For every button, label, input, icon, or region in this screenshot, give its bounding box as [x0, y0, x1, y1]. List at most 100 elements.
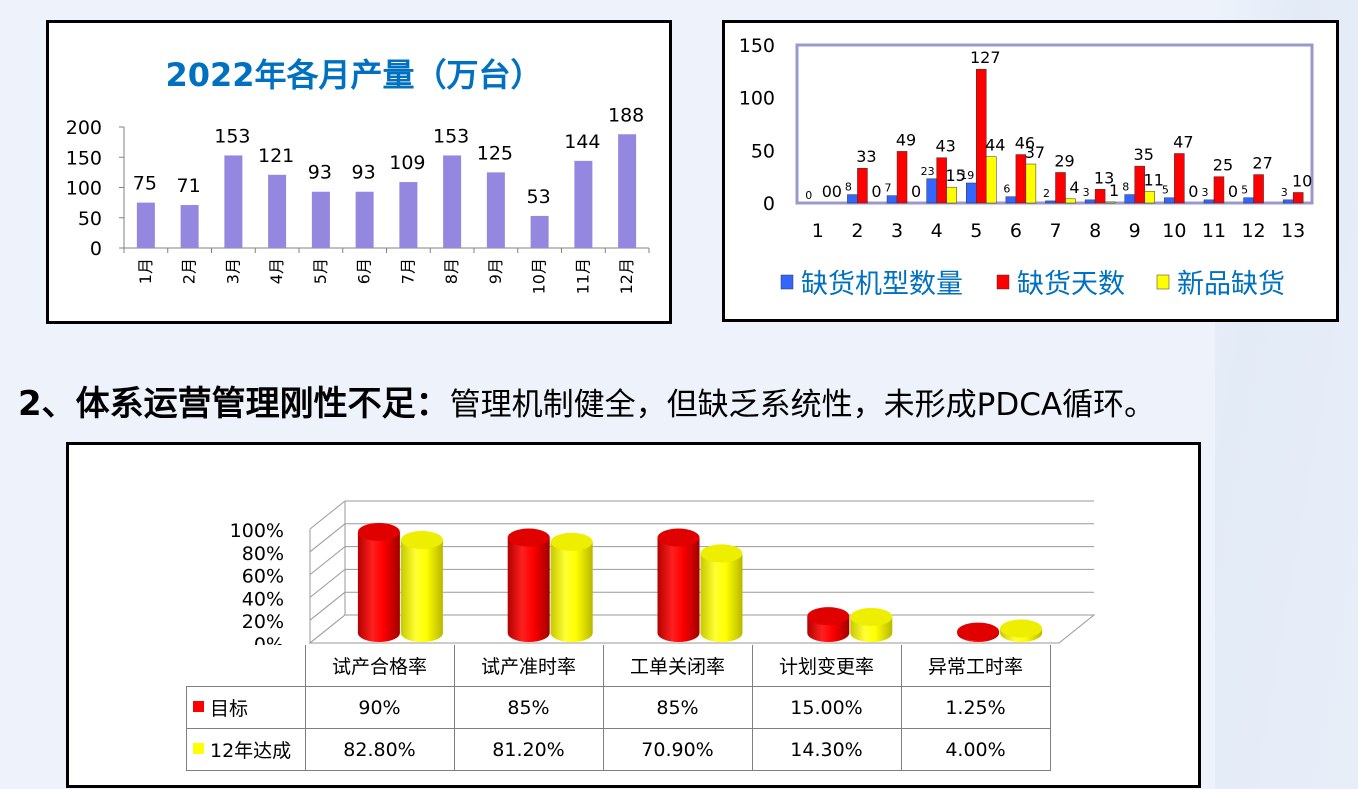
bar	[1144, 191, 1155, 204]
cylinder-top	[357, 522, 400, 541]
table-header-cell: 异常工时率	[900, 645, 1051, 687]
x-tick-label: 11月	[573, 258, 592, 294]
x-tick-label: 2	[851, 220, 863, 242]
chart-title: 2022年各月产量（万台）	[165, 56, 542, 94]
y-tick-label: 20%	[242, 611, 284, 633]
bar	[530, 215, 549, 248]
legend-key	[780, 274, 794, 290]
side-wall-line	[309, 523, 346, 553]
bar	[1213, 176, 1225, 204]
bar	[136, 202, 155, 248]
data-label: 0	[822, 182, 832, 201]
data-label: 19	[960, 169, 974, 182]
cylinder-body	[657, 537, 700, 642]
data-label: 37	[1025, 143, 1045, 162]
table-cell: 70.90%	[602, 728, 753, 771]
x-tick-label: 13	[1281, 220, 1305, 242]
heading-rest: 管理机制健全，但缺乏系统性，未形成PDCA循环。	[449, 387, 1156, 423]
y-tick-label: 40%	[242, 588, 284, 610]
data-label: 47	[1173, 132, 1193, 151]
bar	[946, 186, 957, 204]
data-label: 71	[177, 175, 201, 197]
bar	[966, 182, 977, 204]
table-cell: 85%	[602, 686, 753, 729]
data-label: 0	[871, 182, 881, 201]
kpi-chart: 0%20%40%60%80%100%	[230, 500, 1096, 645]
data-label: 93	[352, 162, 376, 184]
data-label: 8	[845, 181, 852, 194]
x-tick-label: 4	[931, 220, 943, 242]
bar	[1045, 200, 1056, 204]
data-label: 127	[970, 48, 1001, 67]
cylinder-top	[700, 544, 743, 563]
x-tick-label: 6	[1010, 220, 1022, 242]
side-wall-line	[309, 569, 346, 598]
table-cell: 1.25%	[900, 686, 1051, 729]
table-row: 目标 90% 85% 85% 15.00% 1.25%	[186, 686, 1051, 729]
legend-label: 缺货机型数量	[801, 269, 963, 300]
x-tick-label: 12	[1241, 220, 1265, 242]
data-label: 4	[1069, 178, 1079, 197]
x-tick-label: 2月	[180, 258, 199, 284]
data-label: 5	[1162, 184, 1169, 197]
data-label: 15	[945, 166, 965, 185]
bar	[618, 134, 637, 248]
x-tick-label: 7	[1049, 220, 1061, 242]
cylinder-body	[400, 540, 443, 642]
data-label: 0	[832, 182, 842, 201]
bar	[1253, 174, 1264, 204]
data-label: 1	[1109, 181, 1119, 200]
section-heading: 2、体系运营管理刚性不足：管理机制健全，但缺乏系统性，未形成PDCA循环。	[18, 376, 1155, 425]
bar	[1134, 165, 1145, 204]
cylinder-top	[507, 528, 550, 547]
cylinder-top	[400, 531, 443, 550]
monthly-production-chart: 2022年各月产量（万台） 0 50 100 150 200 1月 2月 3月 4月 5月 6月 7月…	[66, 56, 650, 294]
bar	[936, 157, 947, 204]
x-tick-label: 6月	[355, 258, 374, 284]
monthly-production-chart-panel: 2022年各月产量（万台） 0 50 100 150 200 1月 2月 3月 4月 5月 6月 7月…	[46, 20, 672, 324]
bar	[399, 182, 418, 248]
bar	[886, 195, 898, 204]
bar	[1203, 199, 1215, 204]
data-label: 2	[1043, 187, 1050, 200]
y-tick-label: 200	[66, 117, 102, 139]
x-tick-label: 3月	[223, 258, 242, 284]
data-label: 0	[1228, 182, 1238, 201]
data-label: 29	[1054, 151, 1074, 170]
shortage-chart-panel: 0 50 100 150 1 2 3 4 5 6 7 8 9 10 11 12 13 0 0 0 8 33 0 7 49 0 23…	[722, 20, 1339, 322]
bar	[486, 172, 505, 248]
cylinder-top	[1000, 619, 1043, 638]
data-label: 25	[1213, 156, 1233, 175]
data-label: 153	[433, 125, 469, 147]
table-cell: 90%	[304, 686, 455, 729]
data-label: 3	[1281, 186, 1288, 199]
x-tick-label: 11	[1202, 220, 1226, 242]
bar	[847, 194, 858, 204]
bar	[857, 167, 868, 204]
cylinder-top	[657, 528, 700, 547]
bar	[1094, 189, 1106, 204]
data-label: 75	[133, 173, 157, 195]
data-label: 44	[985, 136, 1005, 155]
bar	[574, 160, 593, 248]
plot-area	[795, 43, 1314, 205]
data-label: 46	[1015, 134, 1035, 153]
x-tick-label: 5	[970, 220, 982, 242]
x-tick-label: 5月	[311, 258, 330, 284]
data-label: 49	[896, 130, 916, 149]
data-label: 121	[258, 145, 294, 167]
data-label: 5	[1241, 184, 1248, 197]
y-tick-label: 150	[66, 147, 102, 169]
data-label: 3	[1201, 186, 1208, 199]
x-tick-label: 8月	[442, 258, 461, 284]
bar	[926, 178, 937, 204]
data-label: 0	[805, 189, 812, 202]
legend-key	[1156, 274, 1170, 290]
y-tick-label: 100%	[230, 520, 284, 542]
cylinder-top	[550, 532, 593, 551]
cylinder-top	[957, 622, 1000, 641]
bar	[1124, 194, 1135, 204]
data-label: 27	[1252, 154, 1272, 173]
bar	[1292, 192, 1304, 204]
